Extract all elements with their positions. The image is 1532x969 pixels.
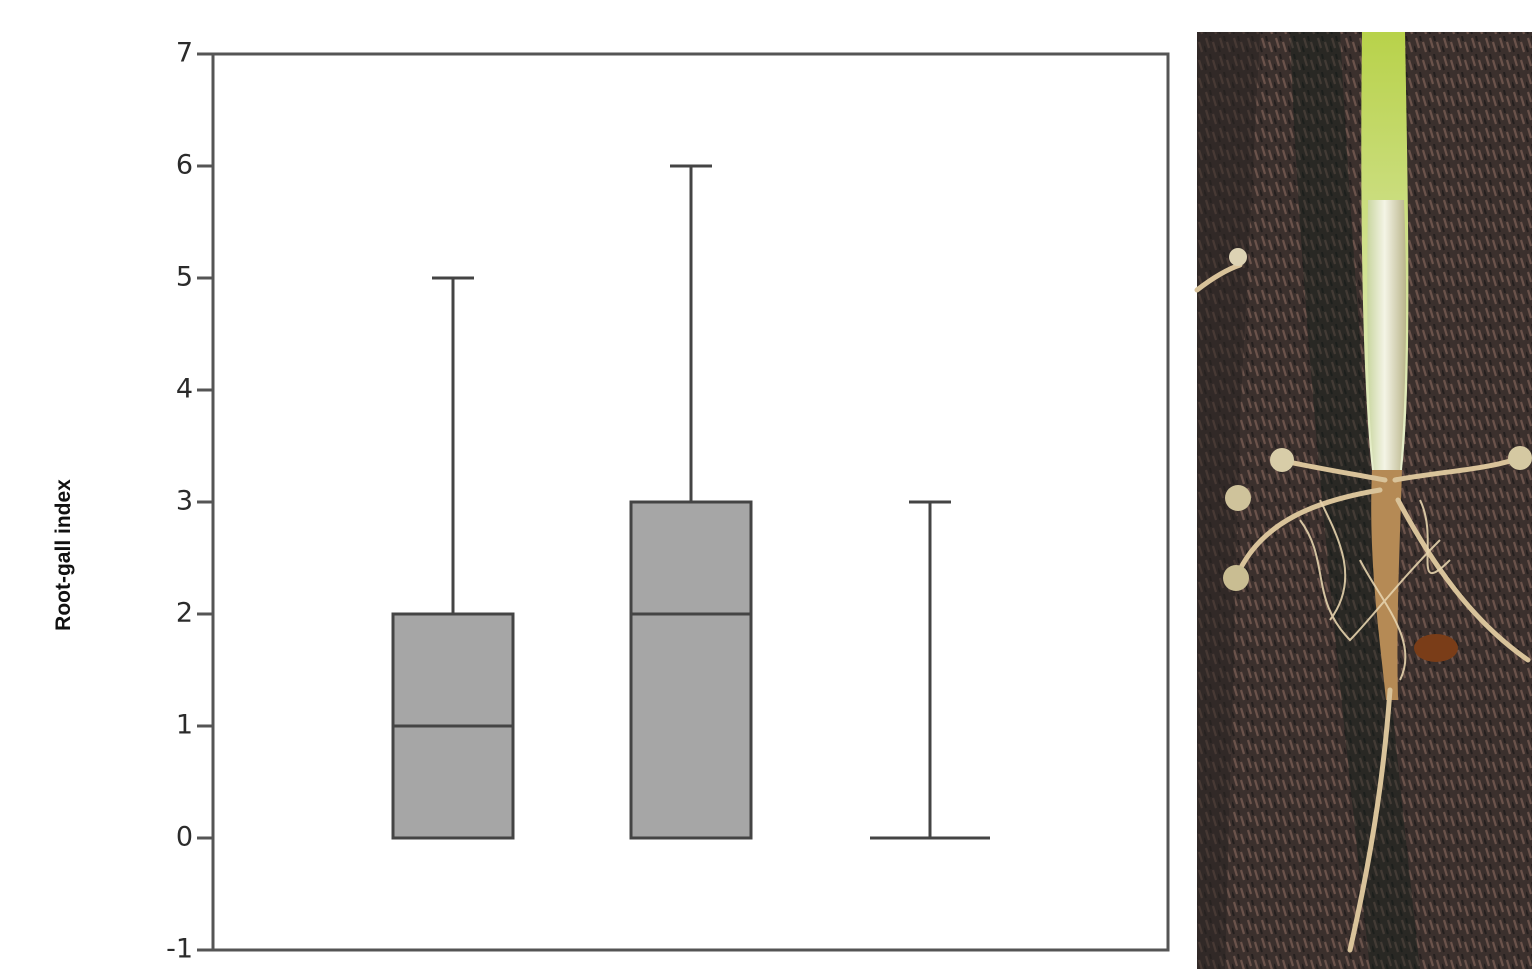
y-tick-label: 7 <box>176 38 193 69</box>
box <box>631 502 751 838</box>
y-tick-label: 5 <box>176 262 193 293</box>
y-tick-label: 2 <box>176 598 193 629</box>
y-tick-label: -1 <box>166 934 193 965</box>
y-tick-label: 1 <box>176 710 193 741</box>
chart: Root-gall index -1 0 1 2 3 4 5 6 7 <box>0 0 1532 969</box>
y-tick-label: 3 <box>176 486 193 517</box>
y-tick-label: 0 <box>176 822 193 853</box>
y-tick-label: 6 <box>176 150 193 181</box>
photo <box>1197 32 1532 969</box>
y-tick-label: 4 <box>176 374 193 405</box>
y-axis-label: Root-gall index <box>52 479 75 631</box>
page: {"chart_data": { "type": "box", "y_label… <box>0 0 1532 969</box>
